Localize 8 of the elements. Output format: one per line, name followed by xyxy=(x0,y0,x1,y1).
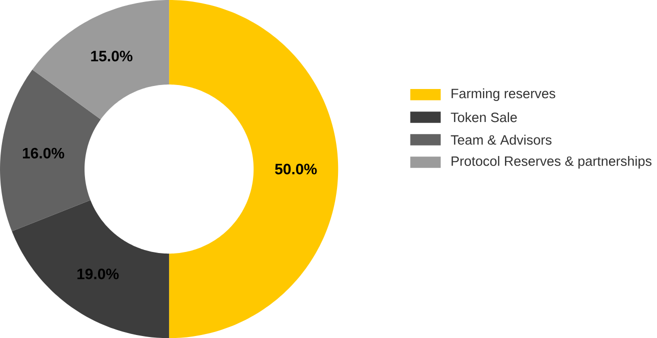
data-label: 16.0% xyxy=(22,148,64,158)
legend-label: Token Sale xyxy=(450,112,517,122)
legend-label: Team & Advisors xyxy=(450,134,552,145)
data-label: 19.0% xyxy=(77,268,119,280)
data-label: 15.0% xyxy=(91,50,132,62)
legend-label: Protocol Reserves & partnerships xyxy=(452,156,652,169)
data-label: 50.0% xyxy=(275,164,317,174)
legend-label: Farming reserves xyxy=(452,88,556,101)
